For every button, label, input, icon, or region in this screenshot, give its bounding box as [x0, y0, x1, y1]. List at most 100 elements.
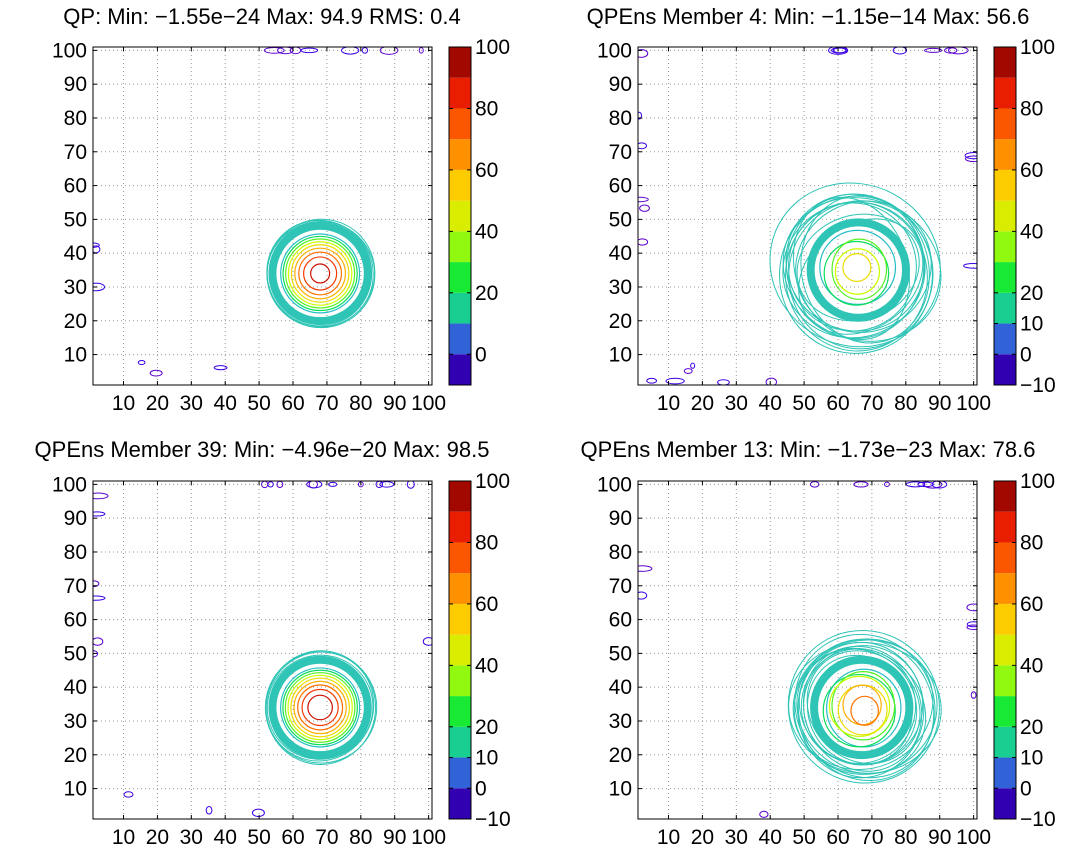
y-tick-label: 100	[52, 473, 87, 496]
x-tick-label: 100	[411, 392, 446, 415]
colorbar-segment	[449, 726, 471, 758]
y-tick-label: 20	[609, 744, 632, 767]
colorbar: 0 20 40 60 80 100	[448, 36, 510, 386]
contour-line	[822, 673, 896, 748]
contour-line	[963, 262, 977, 269]
y-tick-label: 100	[52, 39, 87, 62]
colorbar-segment	[994, 108, 1016, 140]
panel-1: QP: Min: −1.55e−24 Max: 94.9 RMS: 0.4 10 2…	[52, 4, 510, 415]
panel-title: QPEns Member 39: Min: −4.96e−20 Max: 98.…	[35, 437, 490, 462]
colorbar-tick-label: 40	[475, 220, 498, 243]
colorbar-segment	[994, 726, 1016, 758]
colorbar-segment	[449, 511, 471, 543]
colorbar-tick-label: 60	[475, 593, 498, 616]
colorbar: −10 0 10 20 40 60 80 100	[448, 470, 511, 831]
contour-line	[811, 223, 905, 317]
x-tick-label: 60	[826, 392, 849, 415]
x-tick-label: 40	[214, 392, 237, 415]
colorbar-segment	[994, 757, 1016, 789]
x-tick-label: 20	[146, 826, 169, 849]
colorbar-segment	[994, 231, 1016, 263]
contour-line	[273, 226, 367, 321]
contour-line	[310, 263, 331, 284]
colorbar-tick-label: 100	[1020, 36, 1055, 59]
y-tick-label: 10	[609, 778, 632, 801]
colorbar-tick-label: 40	[475, 654, 498, 677]
contour-line	[828, 675, 891, 737]
contour-line	[815, 660, 909, 755]
contour-line	[966, 621, 977, 628]
contour-line	[797, 641, 925, 779]
x-tick-label: 30	[725, 392, 748, 415]
contours	[93, 47, 424, 377]
x-tick-label: 40	[214, 826, 237, 849]
x-tick-label: 40	[759, 826, 782, 849]
contours	[638, 481, 977, 818]
contour-line	[811, 657, 913, 758]
y-tick-label: 60	[609, 609, 632, 632]
contour-line	[831, 671, 896, 741]
colorbar-segment	[994, 603, 1016, 635]
x-tick-label: 10	[657, 392, 680, 415]
y-tick-label: 50	[64, 642, 87, 665]
contour-line	[765, 377, 778, 385]
contour-line	[970, 691, 977, 699]
contour-line	[273, 660, 367, 755]
panel-4: QPEns Member 13: Min: −1.73e−23 Max: 78.…	[581, 437, 1056, 849]
y-tick-label: 90	[609, 507, 632, 530]
colorbar-segment	[994, 200, 1016, 232]
contour-line	[149, 369, 163, 377]
x-tick-label: 10	[657, 826, 680, 849]
y-tick-label: 30	[64, 276, 87, 299]
colorbar-segment	[994, 542, 1016, 574]
colorbar-segment	[449, 77, 471, 109]
contour-line	[287, 241, 353, 306]
x-tick-label: 70	[315, 392, 338, 415]
contour-line	[307, 694, 333, 721]
y-tick-label: 20	[64, 310, 87, 333]
x-tick-label: 30	[180, 826, 203, 849]
contour-line	[816, 662, 908, 753]
contour-line	[810, 222, 907, 318]
y-tick-label: 70	[609, 575, 632, 598]
contour-line	[269, 223, 371, 324]
contour-line	[638, 565, 653, 572]
contour-line	[809, 481, 820, 488]
panel-title: QPEns Member 13: Min: −1.73e−23 Max: 78.…	[581, 437, 1036, 462]
contour-line	[665, 377, 685, 385]
colorbar-segment	[994, 634, 1016, 666]
colorbar-tick-label: 10	[1020, 747, 1043, 770]
contour-line	[379, 47, 399, 55]
colorbar-segment	[449, 603, 471, 635]
colorbar-tick-label: −10	[1020, 374, 1056, 397]
contour-line	[272, 659, 368, 756]
colorbar-segment	[449, 573, 471, 604]
colorbar-tick-label: 0	[475, 777, 487, 800]
contour-line	[831, 238, 888, 300]
contour-line	[290, 244, 350, 303]
x-tick-label: 50	[247, 392, 270, 415]
colorbar-segment	[994, 665, 1016, 697]
panel-3: QPEns Member 39: Min: −4.96e−20 Max: 98.…	[35, 437, 511, 849]
contour-line	[123, 791, 134, 798]
colorbar-segment	[449, 481, 471, 512]
contour-line	[205, 805, 213, 815]
contour-line	[287, 674, 353, 741]
contour-line	[638, 49, 649, 58]
contour-line	[964, 152, 977, 160]
contour-line	[638, 591, 648, 600]
y-tick-label: 70	[64, 575, 87, 598]
colorbar-tick-label: 20	[1020, 716, 1043, 739]
contour-line	[280, 233, 361, 314]
contour-line	[266, 221, 376, 329]
y-tick-label: 60	[64, 175, 87, 198]
contour-line	[638, 196, 649, 203]
x-tick-label: 100	[956, 392, 991, 415]
contour-line	[834, 248, 881, 295]
contour-line	[813, 224, 904, 316]
colorbar-segment	[994, 169, 1016, 201]
colorbar-segment	[449, 788, 471, 819]
contour-line	[850, 695, 880, 726]
contour-line	[93, 282, 106, 292]
x-tick-label: 80	[894, 392, 917, 415]
